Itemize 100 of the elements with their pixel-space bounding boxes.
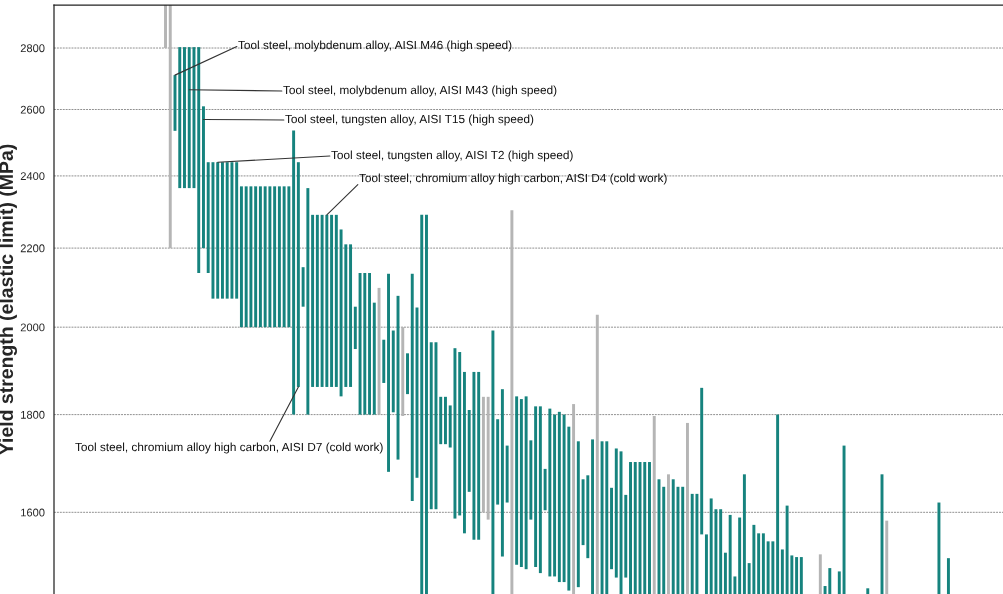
bar [652, 415, 656, 594]
bar [462, 371, 466, 534]
bar [477, 371, 481, 540]
bar [643, 462, 647, 594]
y-tick-label: 2000 [20, 323, 45, 332]
bar [709, 498, 713, 594]
annotation: Tool steel, chromium alloy high carbon, AISI D4 (cold work) [359, 173, 667, 185]
bar [339, 229, 343, 397]
bar [576, 441, 580, 588]
bar [315, 214, 319, 387]
bar [719, 509, 723, 594]
bar [538, 406, 542, 574]
bar [704, 534, 708, 594]
y-tick-label: 2600 [20, 105, 45, 114]
bar [453, 348, 457, 519]
bar [420, 214, 424, 594]
bar [662, 486, 666, 594]
bar [443, 396, 447, 445]
bar [311, 214, 315, 387]
bar [757, 533, 761, 594]
bar [387, 273, 390, 472]
bar [197, 47, 201, 273]
bar [700, 387, 704, 535]
annotation: Tool steel, molybdenum alloy, AISI M46 (high speed) [238, 40, 512, 52]
annotation: Tool steel, tungsten alloy, AISI T2 (high speed) [331, 150, 573, 162]
bar [481, 396, 485, 513]
bar [254, 186, 258, 328]
bar [728, 514, 732, 594]
bar [866, 588, 870, 594]
bar [401, 327, 405, 416]
bar [885, 520, 889, 594]
bar [178, 47, 182, 189]
bar [505, 445, 509, 503]
bar [946, 558, 950, 594]
bar [410, 273, 414, 501]
bar [282, 186, 286, 328]
bar [187, 47, 191, 189]
bar [771, 541, 775, 594]
bar [752, 524, 756, 594]
bar [828, 568, 832, 594]
bar [671, 479, 675, 594]
y-tick-label: 2800 [20, 44, 45, 53]
bar [595, 314, 599, 594]
bar [818, 554, 822, 594]
bar [553, 414, 557, 577]
bar [586, 475, 590, 559]
bar [500, 389, 504, 557]
bar [591, 439, 595, 594]
bar [268, 186, 272, 328]
bar [629, 462, 632, 594]
bar [368, 272, 372, 415]
bar [785, 505, 789, 594]
bar [168, 5, 172, 249]
bar [738, 517, 742, 594]
bar [334, 214, 338, 387]
bar [624, 494, 628, 578]
bar [296, 162, 300, 387]
bar [600, 441, 604, 594]
bar [681, 486, 685, 594]
bar [249, 186, 253, 328]
bar [406, 353, 409, 395]
bar [605, 441, 609, 594]
bar [633, 462, 637, 594]
bar [320, 214, 324, 387]
bar [363, 272, 367, 415]
bar [614, 448, 618, 578]
bar [472, 371, 476, 540]
bar [239, 186, 243, 328]
bar [325, 214, 329, 387]
bar [690, 493, 694, 594]
bar [667, 474, 670, 594]
bar [211, 162, 215, 299]
bar [263, 186, 267, 328]
bar [287, 186, 291, 328]
bar [610, 487, 614, 570]
bar [837, 571, 841, 594]
bar [799, 557, 803, 594]
bar [164, 5, 167, 49]
bar [742, 474, 746, 594]
bar [685, 422, 689, 594]
bar [534, 406, 538, 567]
bar [795, 557, 799, 594]
y-tick-label: 1600 [21, 508, 45, 517]
bar [695, 493, 699, 594]
bar [382, 339, 386, 383]
bar [486, 396, 490, 520]
bar [496, 419, 500, 505]
bar [458, 352, 462, 516]
y-tick-label: 2200 [20, 244, 45, 253]
bar [761, 533, 765, 594]
bar [353, 306, 357, 350]
bar [391, 330, 395, 413]
bar [776, 414, 780, 594]
bar [429, 342, 433, 510]
bar [524, 396, 528, 570]
bar [491, 330, 495, 594]
bar [766, 541, 770, 594]
bar [648, 462, 651, 594]
annotation: Tool steel, molybdenum alloy, AISI M43 (high speed) [283, 85, 557, 97]
y-tick-label: 2400 [20, 172, 45, 181]
